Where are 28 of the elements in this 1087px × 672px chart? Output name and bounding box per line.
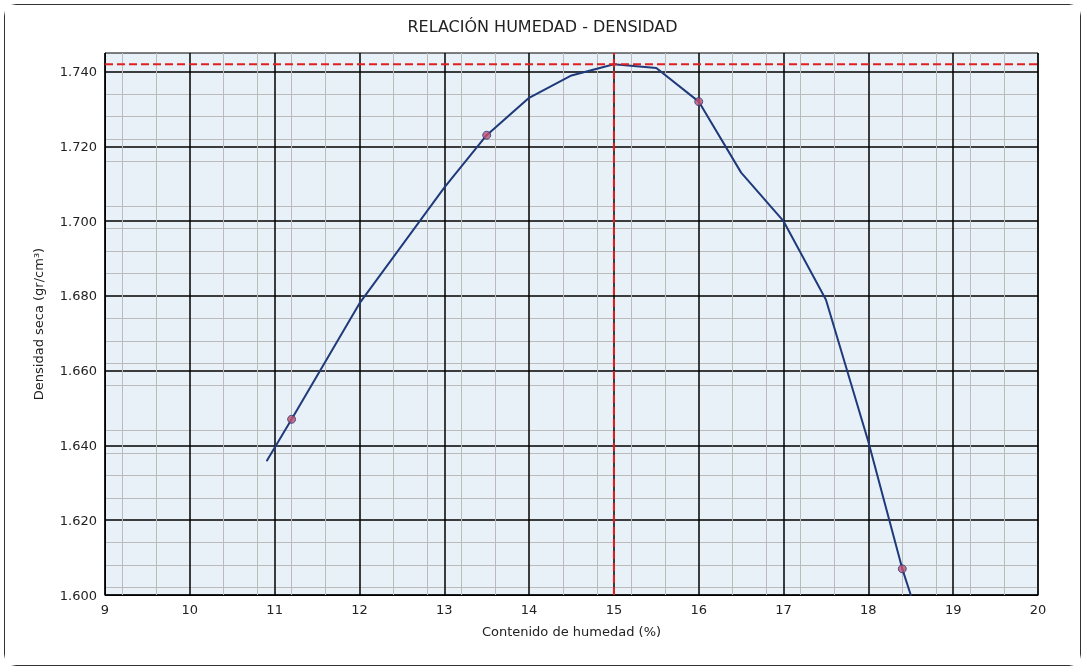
x-tick-label: 19 bbox=[944, 602, 962, 617]
x-tick-label: 9 bbox=[100, 602, 110, 617]
y-axis-title: Densidad seca (gr/cm³) bbox=[31, 247, 46, 401]
y-tick-label: 1.740 bbox=[59, 64, 97, 80]
y-tick-label: 1.660 bbox=[59, 363, 97, 379]
x-tick-label: 12 bbox=[351, 602, 368, 617]
line-series bbox=[266, 63, 912, 596]
chart-title: RELACIÓN HUMEDAD - DENSIDAD bbox=[407, 16, 678, 36]
y-tick-label: 1.620 bbox=[59, 512, 97, 528]
x-tick-label: 18 bbox=[860, 602, 877, 617]
point bbox=[897, 564, 907, 574]
point bbox=[287, 414, 297, 424]
x-axis-title: Contenido de humedad (%) bbox=[481, 624, 662, 639]
y-tick-label: 1.600 bbox=[59, 587, 97, 603]
y-tick-label: 1.680 bbox=[59, 288, 97, 304]
x-tick-label: 14 bbox=[520, 602, 538, 617]
y-tick-label: 1.720 bbox=[59, 138, 97, 154]
x-tick-label: 20 bbox=[1029, 602, 1047, 617]
x-tick-label: 16 bbox=[690, 602, 707, 617]
y-tick-label: 1.640 bbox=[59, 437, 97, 453]
x-tick-label: 13 bbox=[436, 602, 453, 617]
point bbox=[694, 97, 704, 107]
x-tick-label: 15 bbox=[605, 602, 623, 617]
x-tick-label: 17 bbox=[775, 602, 792, 617]
point bbox=[482, 130, 492, 140]
x-tick-label: 10 bbox=[181, 602, 199, 617]
y-tick-label: 1.700 bbox=[59, 213, 97, 229]
x-tick-label: 11 bbox=[266, 602, 283, 617]
